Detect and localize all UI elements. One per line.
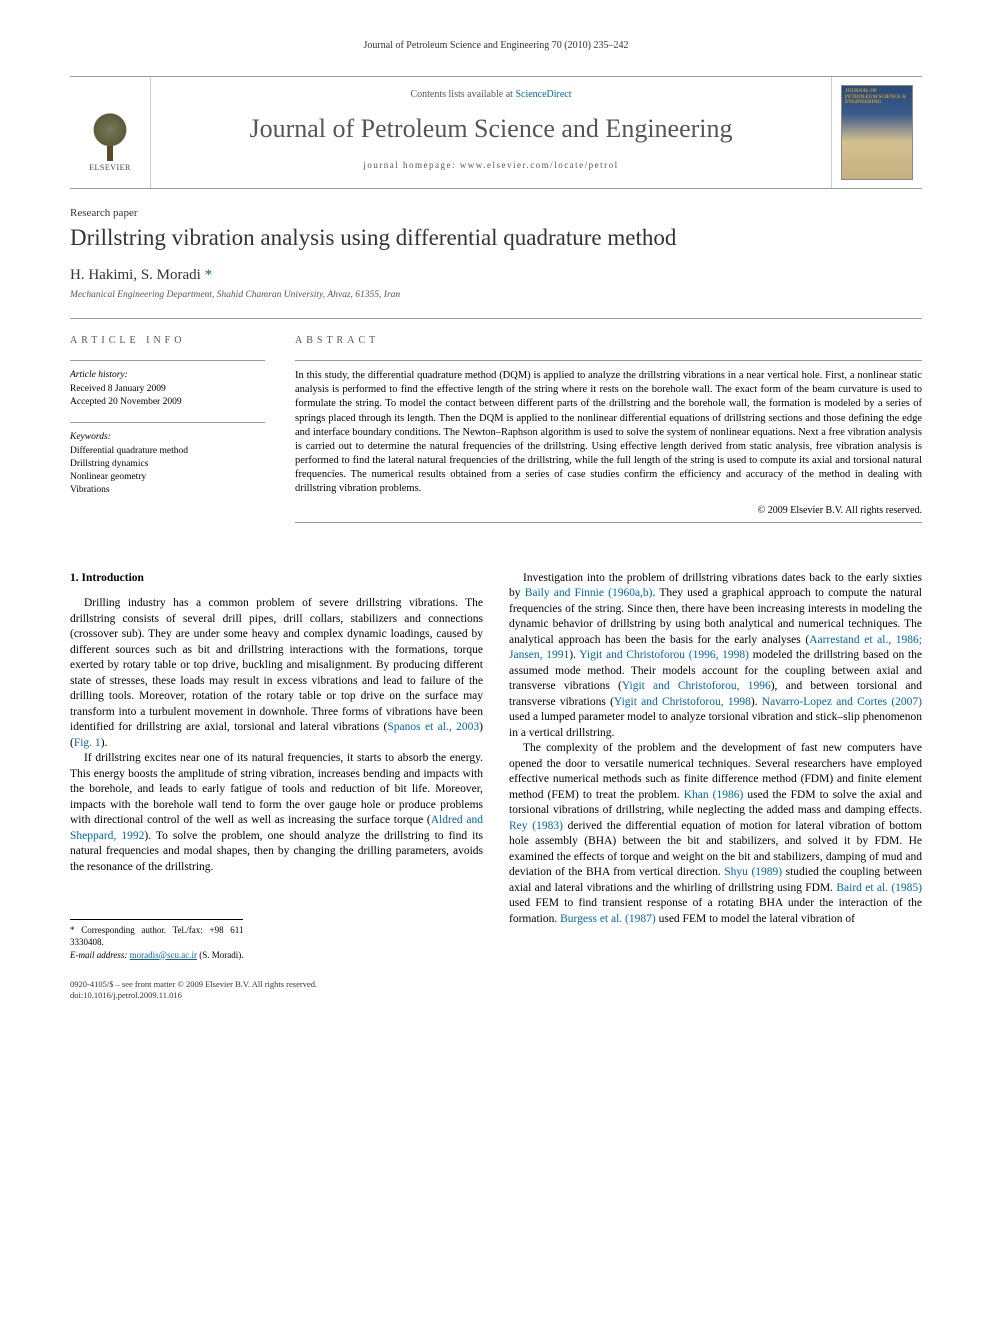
body-text: used FEM to model the lateral vibration … [656, 913, 855, 925]
citation-link[interactable]: Rey (1983) [509, 820, 563, 832]
affiliation: Mechanical Engineering Department, Shahi… [70, 290, 922, 300]
running-header: Journal of Petroleum Science and Enginee… [70, 40, 922, 51]
citation-link[interactable]: Navarro-Lopez and Cortes (2007) [762, 696, 922, 708]
article-info-column: ARTICLE INFO Article history: Received 8… [70, 335, 265, 523]
citation-link[interactable]: Spanos et al., 2003 [387, 721, 479, 733]
author-names: H. Hakimi, S. Moradi [70, 267, 205, 283]
citation-link[interactable]: Baily and Finnie (1960a,b) [525, 587, 653, 599]
corresponding-author-note: * Corresponding author. Tel./fax: +98 61… [70, 924, 243, 948]
keyword: Nonlinear geometry [70, 471, 265, 484]
info-divider [70, 360, 265, 361]
article-info-label: ARTICLE INFO [70, 335, 265, 346]
citation-link[interactable]: Yigit and Christoforou, 1996 [622, 680, 771, 692]
contents-prefix: Contents lists available at [410, 89, 515, 100]
body-right-column: Investigation into the problem of drills… [509, 571, 922, 961]
email-line: E-mail address: moradis@scu.ac.ir (S. Mo… [70, 949, 243, 961]
body-text: ). [569, 649, 579, 661]
doi-line: doi:10.1016/j.petrol.2009.11.016 [70, 990, 922, 1001]
body-paragraph: Investigation into the problem of drills… [509, 571, 922, 742]
article-history-block: Article history: Received 8 January 2009… [70, 369, 265, 408]
body-paragraph: The complexity of the problem and the de… [509, 741, 922, 927]
corresponding-mark: * [205, 267, 213, 283]
body-text: If drillstring excites near one of its n… [70, 752, 483, 826]
keyword: Drillstring dynamics [70, 458, 265, 471]
publisher-logo-area: ELSEVIER [70, 77, 150, 188]
footnotes-block: * Corresponding author. Tel./fax: +98 61… [70, 919, 243, 960]
citation-link[interactable]: Khan (1986) [684, 789, 744, 801]
info-divider [70, 422, 265, 423]
history-title: Article history: [70, 369, 265, 382]
abstract-divider [295, 360, 922, 361]
section-heading: 1. Introduction [70, 571, 483, 587]
body-two-column: 1. Introduction Drilling industry has a … [70, 571, 922, 961]
keywords-title: Keywords: [70, 431, 265, 444]
info-abstract-row: ARTICLE INFO Article history: Received 8… [70, 319, 922, 531]
received-date: Received 8 January 2009 [70, 383, 265, 396]
article-type: Research paper [70, 207, 922, 219]
masthead-center: Contents lists available at ScienceDirec… [150, 77, 832, 188]
cover-title: JOURNAL OF PETROLEUM SCIENCE & ENGINEERI… [845, 89, 909, 106]
journal-name: Journal of Petroleum Science and Enginee… [161, 114, 821, 144]
keyword: Vibrations [70, 484, 265, 497]
author-list: H. Hakimi, S. Moradi * [70, 267, 922, 284]
body-text: ). [751, 696, 762, 708]
body-text: Drilling industry has a common problem o… [70, 597, 483, 733]
body-paragraph: Drilling industry has a common problem o… [70, 596, 483, 751]
citation-link[interactable]: Yigit and Christoforou (1996, 1998) [579, 649, 749, 661]
sciencedirect-link[interactable]: ScienceDirect [515, 89, 571, 100]
journal-masthead: ELSEVIER Contents lists available at Sci… [70, 76, 922, 189]
article-title: Drillstring vibration analysis using dif… [70, 225, 922, 251]
front-matter-footer: 0920-4105/$ – see front matter © 2009 El… [70, 979, 922, 1001]
abstract-copyright: © 2009 Elsevier B.V. All rights reserved… [295, 505, 922, 516]
body-text: ). [101, 737, 108, 749]
citation-link[interactable]: Shyu (1989) [724, 866, 782, 878]
elsevier-tree-icon [85, 113, 135, 161]
abstract-column: ABSTRACT In this study, the differential… [295, 335, 922, 523]
publisher-name: ELSEVIER [89, 163, 131, 172]
body-text: used a lumped parameter model to analyze… [509, 711, 922, 739]
journal-homepage: journal homepage: www.elsevier.com/locat… [161, 160, 821, 170]
cover-thumb-area: JOURNAL OF PETROLEUM SCIENCE & ENGINEERI… [832, 77, 922, 188]
email-label: E-mail address: [70, 950, 130, 960]
body-left-column: 1. Introduction Drilling industry has a … [70, 571, 483, 961]
email-link[interactable]: moradis@scu.ac.ir [130, 950, 197, 960]
body-paragraph: If drillstring excites near one of its n… [70, 751, 483, 875]
keyword: Differential quadrature method [70, 445, 265, 458]
figure-link[interactable]: Fig. 1 [74, 737, 101, 749]
journal-cover-icon: JOURNAL OF PETROLEUM SCIENCE & ENGINEERI… [841, 85, 913, 180]
citation-link[interactable]: Yigit and Christoforou, 1998 [614, 696, 751, 708]
accepted-date: Accepted 20 November 2009 [70, 396, 265, 409]
email-who: (S. Moradi). [197, 950, 244, 960]
abstract-bottom-divider [295, 522, 922, 523]
contents-available-line: Contents lists available at ScienceDirec… [161, 89, 821, 100]
issn-copyright-line: 0920-4105/$ – see front matter © 2009 El… [70, 979, 922, 990]
citation-link[interactable]: Burgess et al. (1987) [560, 913, 656, 925]
elsevier-logo-icon: ELSEVIER [80, 113, 140, 178]
abstract-label: ABSTRACT [295, 335, 922, 346]
keywords-block: Keywords: Differential quadrature method… [70, 431, 265, 496]
abstract-text: In this study, the differential quadratu… [295, 369, 922, 497]
citation-link[interactable]: Baird et al. (1985) [836, 882, 922, 894]
